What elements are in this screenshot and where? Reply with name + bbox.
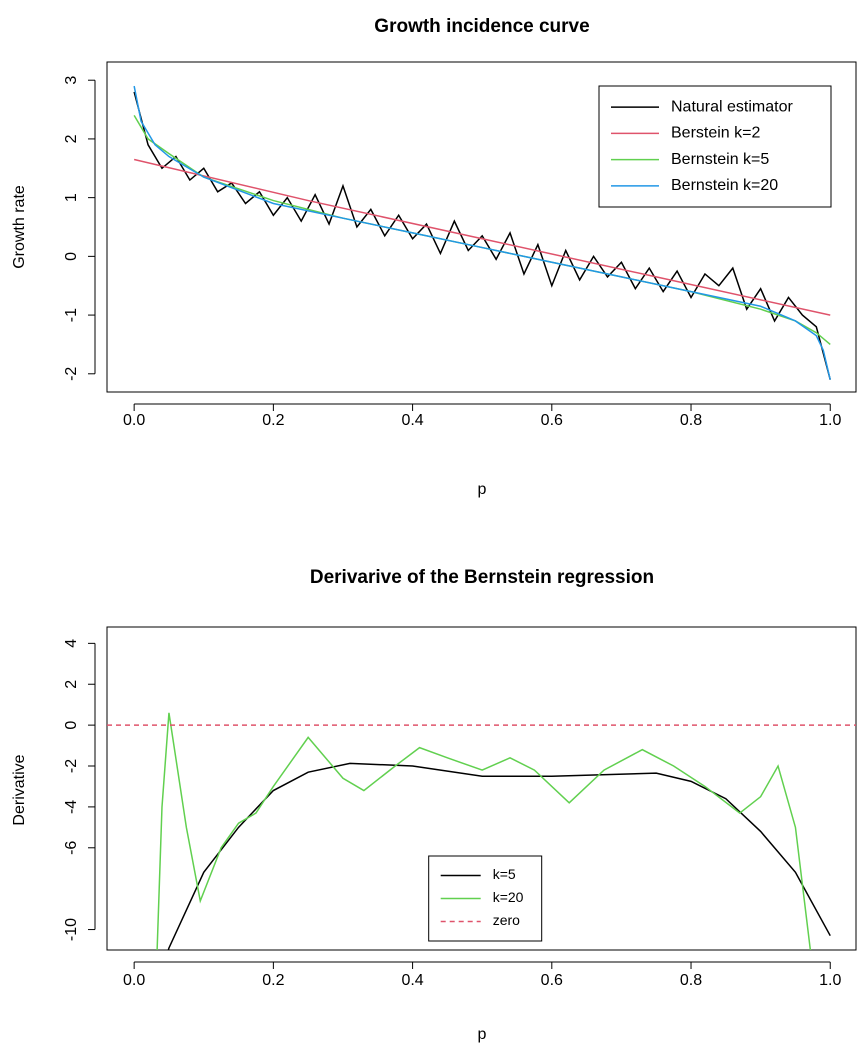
legend-label: k=20 xyxy=(493,889,524,905)
legend-label: Bernstein k=5 xyxy=(671,151,769,168)
x-axis-label: p xyxy=(478,481,487,498)
x-tick-label: 1.0 xyxy=(819,972,841,989)
x-tick-label: 0.2 xyxy=(262,412,284,429)
plot-area xyxy=(107,712,856,950)
x-tick-label: 0.4 xyxy=(401,412,423,429)
x-tick-label: 0.8 xyxy=(680,972,702,989)
x-tick-label: 0.2 xyxy=(262,972,284,989)
x-tick-label: 0.4 xyxy=(401,972,423,989)
legend-label: zero xyxy=(493,912,520,928)
series-line xyxy=(133,158,831,316)
y-tick-label: 4 xyxy=(63,639,80,648)
legend-label: k=5 xyxy=(493,866,516,882)
x-tick-label: 1.0 xyxy=(819,412,841,429)
y-tick-label: -1 xyxy=(63,308,80,322)
y-tick-label: -10 xyxy=(63,918,80,941)
y-axis-label: Growth rate xyxy=(11,185,28,269)
legend-label: Natural estimator xyxy=(671,98,793,115)
x-tick-label: 0.0 xyxy=(123,412,145,429)
series-line xyxy=(133,85,831,380)
x-tick-label: 0.6 xyxy=(541,972,563,989)
y-axis-label: Derivative xyxy=(11,754,28,825)
legend-label: Berstein k=2 xyxy=(671,125,760,142)
legend-label: Bernstein k=20 xyxy=(671,177,778,194)
y-tick-label: -4 xyxy=(63,800,80,814)
plot-box xyxy=(106,61,857,393)
y-tick-label: 3 xyxy=(63,76,80,85)
plot-area xyxy=(133,85,831,380)
x-tick-label: 0.0 xyxy=(123,972,145,989)
legend-box xyxy=(598,85,832,208)
y-tick-label: 2 xyxy=(63,680,80,689)
chart-title: Derivarive of the Bernstein regression xyxy=(310,567,654,588)
y-tick-label: 0 xyxy=(63,721,80,730)
chart-title: Growth incidence curve xyxy=(374,16,589,37)
y-tick-label: -2 xyxy=(63,759,80,773)
x-axis-label: p xyxy=(478,1026,487,1043)
x-tick-label: 0.6 xyxy=(541,412,563,429)
plot-box xyxy=(106,626,857,951)
y-tick-label: -2 xyxy=(63,367,80,381)
y-tick-label: 2 xyxy=(63,134,80,143)
x-tick-label: 0.8 xyxy=(680,412,702,429)
series-line xyxy=(156,712,812,950)
series-line xyxy=(133,91,831,380)
y-tick-label: -6 xyxy=(63,841,80,855)
y-tick-label: 1 xyxy=(63,193,80,202)
y-tick-label: 0 xyxy=(63,252,80,261)
